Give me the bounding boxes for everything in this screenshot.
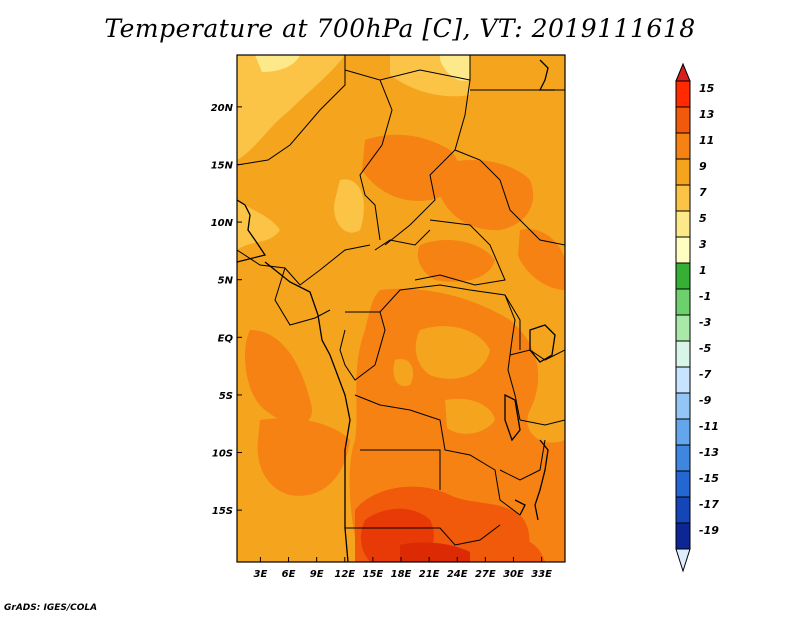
legend-color-box [675, 314, 691, 342]
latitude-axis: 20N 15N 10N 5N EQ 5S 10S 15S [211, 103, 242, 517]
legend-label: -7 [699, 368, 712, 381]
lon-tick-label: 6E [282, 569, 296, 580]
map-title: Temperature at 700hPa [C], VT: 201911161… [104, 14, 696, 43]
lon-tick-label: 33E [531, 569, 552, 580]
legend-label: -13 [699, 446, 719, 459]
legend-color-box [675, 496, 691, 524]
legend-color-box [675, 132, 691, 160]
legend-label: 7 [699, 186, 707, 199]
legend-color-box [675, 470, 691, 498]
legend-label: 15 [699, 82, 715, 95]
legend-label: -1 [699, 290, 711, 303]
color-legend: 15 13 11 9 7 5 3 1 -1 -3 -5 -7 -9 -11 -13 -15 -17 -19 [675, 62, 719, 573]
legend-label: -19 [699, 524, 719, 537]
legend-label: -9 [699, 394, 712, 407]
lon-tick-label: 27E [475, 569, 496, 580]
lat-tick-label: 15N [211, 160, 234, 171]
legend-label: 9 [699, 160, 707, 173]
lat-tick-label: 10N [211, 218, 234, 229]
legend-color-box [675, 236, 691, 264]
legend-label: -15 [699, 472, 719, 485]
legend-label: -5 [699, 342, 712, 355]
legend-color-box [675, 418, 691, 446]
legend-label: 3 [699, 238, 707, 251]
legend-color-box [675, 262, 691, 290]
lat-tick-label: 10S [212, 449, 233, 460]
legend-label: -3 [699, 316, 712, 329]
lon-tick-label: 21E [419, 569, 440, 580]
lon-tick-label: 9E [310, 569, 324, 580]
coastline [237, 59, 556, 562]
lon-tick-label: 15E [363, 569, 384, 580]
lat-tick-label: EQ [218, 333, 234, 344]
legend-color-box [675, 288, 691, 316]
country-borders [237, 55, 565, 546]
legend-color-box [675, 184, 691, 212]
legend-top-arrow [675, 62, 691, 82]
legend-color-box [675, 106, 691, 134]
lon-tick-label: 24E [447, 569, 468, 580]
grads-credit: GrADS: IGES/COLA [4, 603, 98, 613]
legend-label: -17 [699, 498, 719, 511]
temperature-field [237, 55, 565, 562]
longitude-axis: 3E 6E 9E 12E 15E 18E 21E 24E 27E 30E 33E [254, 557, 552, 580]
legend-label: 11 [699, 134, 714, 147]
legend-bottom-arrow [675, 548, 691, 573]
lon-tick-label: 12E [334, 569, 355, 580]
legend-color-box [675, 210, 691, 238]
lat-tick-label: 15S [212, 506, 233, 517]
lat-tick-label: 5S [219, 391, 233, 402]
lat-tick-label: 20N [211, 103, 234, 114]
legend-color-box [675, 340, 691, 368]
lon-tick-label: 30E [503, 569, 524, 580]
lon-tick-label: 18E [391, 569, 412, 580]
legend-color-box [675, 80, 691, 108]
legend-label: 1 [699, 264, 707, 277]
legend-label: 13 [699, 108, 715, 121]
legend-color-box [675, 522, 691, 550]
legend-color-box [675, 392, 691, 420]
legend-color-box [675, 158, 691, 186]
legend-color-box [675, 366, 691, 394]
legend-label: 5 [699, 212, 707, 225]
legend-label: -11 [699, 420, 719, 433]
lat-tick-label: 5N [218, 276, 234, 287]
legend-color-box [675, 444, 691, 472]
lon-tick-label: 3E [254, 569, 268, 580]
